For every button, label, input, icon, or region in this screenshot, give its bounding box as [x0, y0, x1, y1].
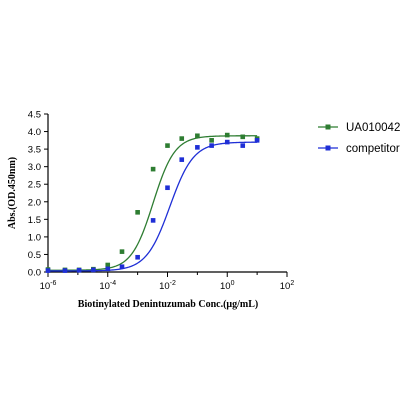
x-axis-label: Biotinylated Denintuzumab Conc.(μg/mL) [78, 299, 258, 310]
data-point-series-2 [119, 264, 125, 270]
data-point-series-2 [240, 143, 246, 148]
data-point-series-1 [150, 166, 156, 172]
y-tick-label: 3.5 [28, 145, 41, 156]
data-point-series-2 [254, 138, 260, 143]
fit-curve-series-1 [48, 135, 258, 271]
y-tick-label: 4.5 [28, 110, 41, 121]
legend-item-series-2: competitor [318, 143, 400, 155]
data-point-series-2 [209, 143, 214, 148]
y-axis-label: Abs.(OD.450nm) [7, 157, 18, 229]
data-point-series-2 [179, 157, 185, 162]
plot-area: 0.00.51.01.52.02.53.03.54.04.5 10-6 10-4 1… [28, 110, 295, 293]
y-ticks: 0.0 0.5 1.0 1.5 2.0 2.5 3.0 3.5 4.0 4.5 [28, 110, 48, 279]
y-tick-label: 4.0 [28, 127, 41, 138]
legend-label-1: UA010042 [346, 122, 400, 134]
data-point-series-2 [76, 267, 82, 273]
legend-item-series-1: UA010042 [318, 122, 400, 134]
x-tick-label: 10-6 [40, 280, 57, 292]
legend: UA010042 competitor [318, 122, 400, 155]
y-tick-label: 2.0 [28, 197, 41, 208]
x-tick-label: 10-2 [159, 280, 176, 292]
data-point-series-2 [135, 254, 140, 260]
data-point-series-2 [62, 268, 68, 273]
data-point-series-2 [45, 268, 51, 273]
data-point-series-2 [195, 145, 200, 150]
y-tick-label: 1.0 [28, 232, 41, 243]
data-point-series-2 [165, 185, 170, 191]
data-point-series-1 [105, 262, 111, 268]
data-point-series-2 [150, 218, 156, 223]
data-point-series-1 [135, 210, 140, 215]
legend-label-2: competitor [346, 143, 400, 155]
legend-swatch-marker-1 [325, 124, 331, 130]
x-tick-label: 102 [280, 280, 295, 292]
legend-swatch-marker-2 [325, 145, 331, 151]
x-tick-label: 10-4 [99, 280, 116, 292]
data-point-series-1 [240, 134, 246, 140]
y-tick-label: 0.5 [28, 250, 41, 261]
data-point-series-2 [105, 266, 111, 272]
y-tick-label: 1.5 [28, 215, 41, 226]
data-point-series-1 [195, 133, 200, 139]
fit-curve-series-2 [48, 141, 258, 272]
data-point-series-1 [179, 136, 185, 141]
data-points [45, 132, 260, 273]
data-point-series-1 [224, 132, 230, 138]
y-tick-label: 2.5 [28, 180, 41, 191]
fit-curves [48, 135, 258, 272]
data-point-series-1 [119, 249, 125, 254]
y-tick-label: 3.0 [28, 162, 41, 173]
data-point-series-1 [209, 138, 214, 143]
data-point-series-2 [224, 139, 230, 145]
x-ticks: 10-6 10-4 10-2 100 102 [40, 272, 295, 292]
y-tick-label: 0.0 [28, 268, 41, 279]
data-point-series-1 [165, 143, 170, 148]
x-tick-label: 100 [220, 280, 235, 292]
data-point-series-2 [91, 267, 96, 273]
